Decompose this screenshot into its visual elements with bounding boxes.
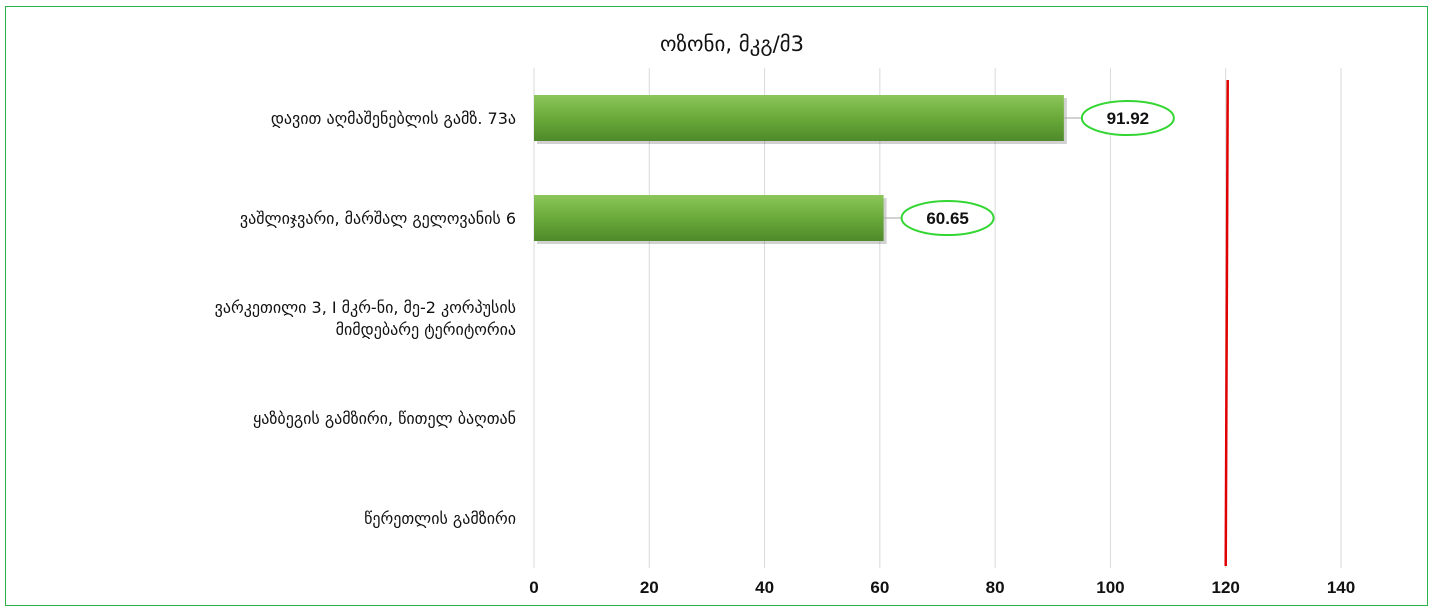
x-tick-label: 140 xyxy=(1327,578,1355,597)
bars xyxy=(534,95,1067,244)
x-tick-label: 80 xyxy=(986,578,1005,597)
bar xyxy=(534,95,1064,141)
data-label: 91.92 xyxy=(1107,109,1150,128)
chart-frame xyxy=(5,6,1428,606)
x-tick-label: 0 xyxy=(529,578,538,597)
data-label-bubble xyxy=(1080,100,1175,136)
x-tick-label: 20 xyxy=(640,578,659,597)
category-labels: დავით აღმაშენებლის გამზ. 73ა ვაშლიჯვარი, … xyxy=(215,109,516,528)
category-label: ვარკეთილი 3, I მკრ-ნი, მე-2 კორპუსის xyxy=(215,298,516,317)
x-tick-label: 120 xyxy=(1212,578,1240,597)
category-label: ვაშლიჯვარი, მარშალ გელოვანის 6 xyxy=(240,209,516,228)
x-tick-label: 100 xyxy=(1096,578,1124,597)
category-label: მიმდებარე ტერიტორია xyxy=(336,320,516,339)
data-labels: 91.92 60.65 xyxy=(883,100,1175,236)
x-axis: 0 20 40 60 80 100 120 140 xyxy=(529,578,1355,597)
x-tick-label: 40 xyxy=(755,578,774,597)
chart-title: ოზონი, მკგ/მ3 xyxy=(660,32,804,56)
gridlines xyxy=(533,68,1342,568)
category-label: ყაზბეგის გამზირი, წითელ ბაღთან xyxy=(253,409,516,428)
bar xyxy=(534,195,884,241)
category-label: დავით აღმაშენებლის გამზ. 73ა xyxy=(271,109,516,128)
data-label: 60.65 xyxy=(926,209,969,228)
x-tick-label: 60 xyxy=(870,578,889,597)
category-label: წერეთლის გამზირი xyxy=(364,509,516,528)
data-label-bubble xyxy=(900,200,995,236)
reference-lines xyxy=(1224,79,1229,567)
reference-line xyxy=(1224,79,1229,567)
